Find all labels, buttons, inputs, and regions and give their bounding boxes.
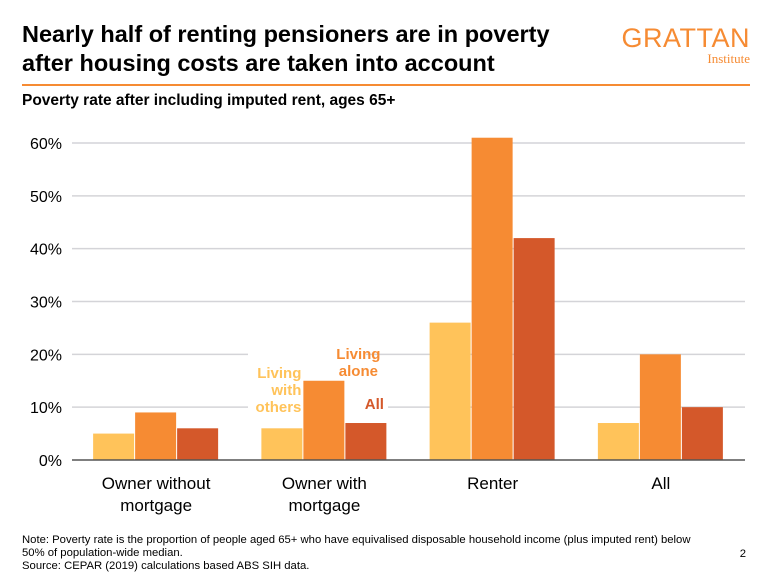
note-line-2: 50% of population-wide median. [22, 547, 183, 559]
bar-all [681, 407, 723, 460]
y-tick-label: 0% [39, 453, 62, 470]
chart-title: Poverty rate after including imputed ren… [22, 92, 396, 109]
y-tick-label: 40% [30, 242, 62, 259]
bar-all [513, 238, 555, 460]
page-number: 2 [739, 548, 746, 560]
y-tick-label: 50% [30, 189, 62, 206]
logo-main: GRATTAN [621, 23, 750, 53]
bar-living-with-others [429, 322, 471, 460]
legend-label: with [270, 382, 301, 399]
bar-living-alone [303, 380, 345, 460]
y-tick-label: 10% [30, 400, 62, 417]
x-category-label: mortgage [288, 496, 360, 515]
bar-all [177, 428, 219, 460]
y-tick-label: 30% [30, 295, 62, 312]
bar-living-alone [471, 137, 513, 460]
legend-label: Living [336, 346, 380, 363]
label-background [352, 394, 388, 416]
y-tick-label: 60% [30, 136, 62, 153]
y-tick-label: 20% [30, 347, 62, 364]
bar-living-with-others [597, 423, 639, 460]
bar-living-alone [639, 354, 681, 460]
legend-label: alone [339, 363, 378, 380]
x-category-label: Owner with [282, 474, 367, 493]
title-divider [22, 84, 750, 86]
x-category-label: Owner without [102, 474, 211, 493]
bar-all [345, 423, 387, 460]
grattan-logo: GRATTAN Institute [622, 24, 751, 66]
slide-title: Nearly half of renting pensioners are in… [22, 20, 602, 78]
legend-label: Living [257, 365, 301, 382]
title-line-2: after housing costs are taken into accou… [22, 50, 495, 76]
bar-living-with-others [261, 428, 303, 460]
bar-living-with-others [93, 433, 135, 460]
legend-label: others [256, 399, 302, 416]
x-category-label: All [651, 474, 670, 493]
logo-sub: Institute [707, 51, 750, 66]
x-category-label: Renter [467, 474, 518, 493]
source: Source: CEPAR (2019) calculations based … [22, 560, 310, 572]
note-line-1: Note: Poverty rate is the proportion of … [22, 534, 691, 546]
x-category-label: mortgage [120, 496, 192, 515]
title-line-1: Nearly half of renting pensioners are in… [22, 21, 550, 47]
legend-label: All [365, 396, 384, 413]
bar-living-alone [135, 412, 177, 460]
chart-note: Note: Poverty rate is the proportion of … [22, 534, 742, 573]
